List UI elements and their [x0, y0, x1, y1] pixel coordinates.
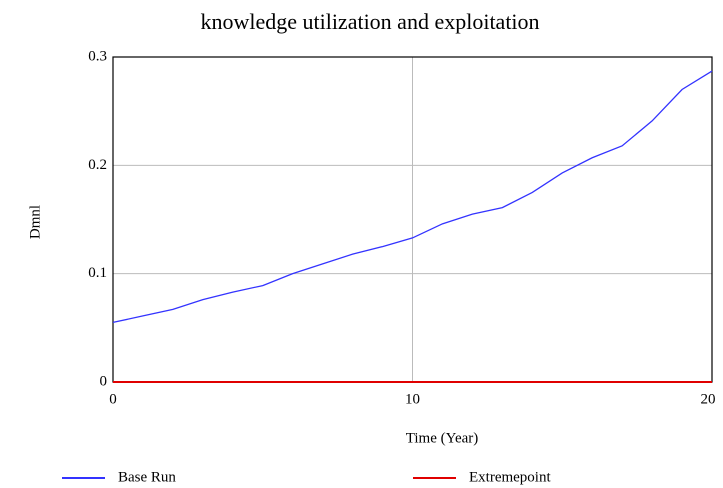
legend-label: Extremepoint: [469, 469, 551, 485]
series-line: [112, 70, 713, 324]
chart-title: knowledge utilization and exploitation: [200, 9, 539, 34]
x-tick-label: 10: [405, 391, 420, 407]
y-tick-label: 0.2: [88, 157, 107, 173]
y-axis-label: Dmnl: [27, 205, 43, 239]
y-tick-label: 0.3: [88, 48, 107, 64]
x-tick-label: 0: [109, 391, 117, 407]
y-tick-label: 0.1: [88, 265, 107, 281]
x-tick-label: 20: [701, 391, 716, 407]
y-tick-label: 0: [100, 373, 108, 389]
x-axis-label: Time (Year): [406, 430, 479, 446]
legend-label: Base Run: [118, 469, 176, 485]
